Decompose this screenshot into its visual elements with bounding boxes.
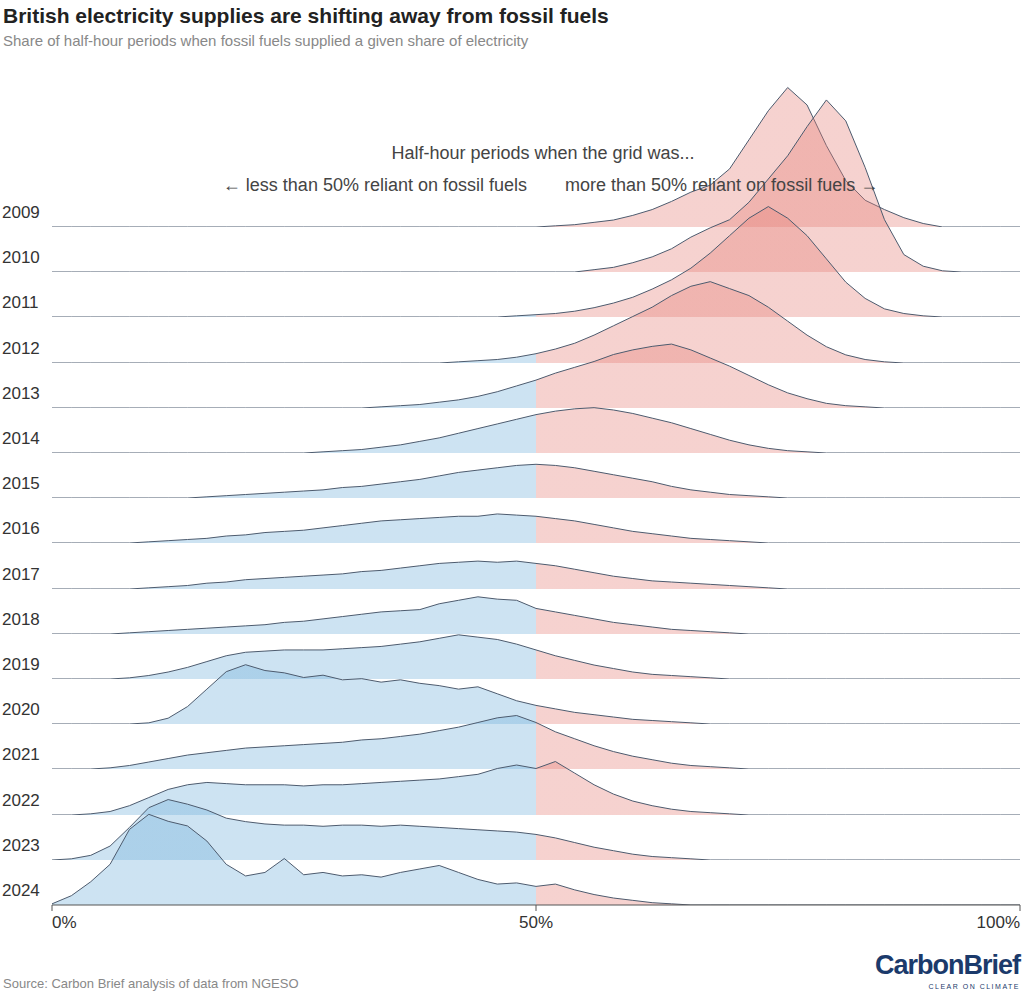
html-text:CarbonBrief: CarbonBrief — [875, 950, 1020, 980]
html-text:2022: 2022 — [2, 790, 40, 810]
html-text:2016: 2016 — [2, 519, 40, 539]
html-text:CLEAR ON CLIMATE: CLEAR ON CLIMATE — [928, 983, 1020, 990]
html-text:2021: 2021 — [2, 745, 40, 765]
html-text:2020: 2020 — [2, 700, 40, 720]
html-text:← less than 50% reliant on fos: ← less than 50% reliant on fossil fuels — [222, 175, 527, 195]
html-text:Half-hour periods when the gri: Half-hour periods when the grid was... — [391, 143, 695, 163]
svg-text:100%: 100% — [977, 913, 1016, 932]
html-text:2012: 2012 — [2, 338, 40, 358]
html-text:2015: 2015 — [2, 474, 40, 494]
html-text:2011: 2011 — [2, 293, 39, 313]
html-text:2009: 2009 — [2, 203, 40, 222]
html-text:2013: 2013 — [2, 383, 40, 403]
html-text:2017: 2017 — [2, 564, 40, 584]
html-text:2010: 2010 — [2, 248, 40, 268]
html-text:2019: 2019 — [2, 655, 40, 674]
html-text:British electricity supplies a: British electricity supplies are shiftin… — [3, 4, 609, 27]
svg-text:50%: 50% — [519, 913, 553, 932]
html-text:2018: 2018 — [2, 609, 40, 629]
html-text:Source: Carbon Brief analysis: Source: Carbon Brief analysis of data fr… — [3, 976, 299, 991]
svg-text:0%: 0% — [52, 913, 77, 932]
html-text:Share of half-hour periods whe: Share of half-hour periods when fossil f… — [3, 32, 529, 49]
html-text:2024: 2024 — [2, 881, 40, 900]
html-text:2014: 2014 — [2, 429, 40, 448]
html-text:2023: 2023 — [2, 835, 40, 855]
html-text:more than 50% reliant on fossi: more than 50% reliant on fossil fuels → — [565, 175, 879, 195]
